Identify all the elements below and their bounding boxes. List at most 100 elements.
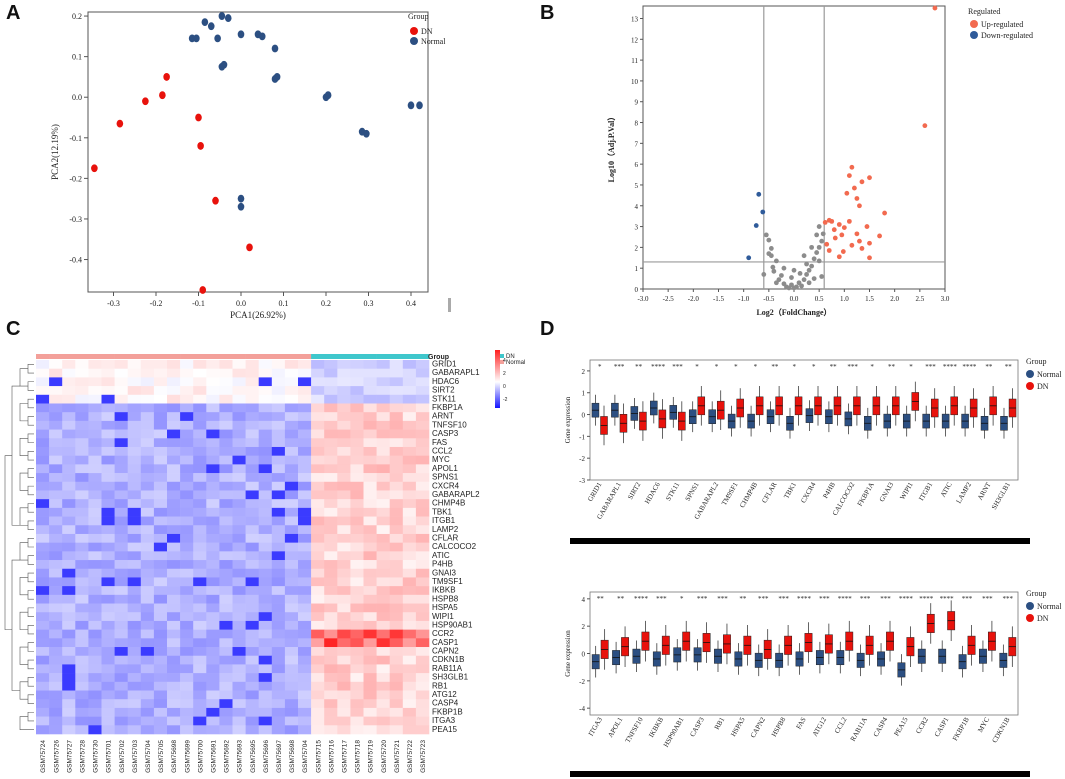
heatmap-cell (311, 360, 325, 369)
heatmap-cell (140, 455, 155, 465)
heatmap-gene-label: SPNS1 (432, 473, 459, 482)
volcano-point-ns (816, 258, 822, 264)
heatmap-cell (389, 368, 404, 378)
heatmap-cell (62, 620, 76, 630)
heatmap-cell (389, 542, 404, 552)
heatmap-cell (193, 490, 207, 500)
heatmap-cell (258, 438, 273, 448)
heatmap-cell (311, 612, 325, 622)
panel-label-a: A (6, 2, 21, 24)
heatmap-cell (193, 603, 207, 613)
volcano-xtick-label: 3.0 (941, 295, 950, 303)
heatmap-cell (402, 429, 417, 439)
heatmap-cell (337, 446, 351, 456)
heatmap-cell (114, 360, 128, 369)
heatmap-cell (311, 438, 325, 448)
heatmap-cell (298, 673, 312, 683)
heatmap-cell (415, 716, 430, 726)
volcano-ytick-label: 5 (635, 182, 639, 190)
box-significance: *** (860, 595, 871, 603)
box-significance: * (680, 595, 684, 603)
heatmap-cell (193, 525, 207, 535)
heatmap-cell (127, 542, 142, 552)
heatmap-cell (376, 438, 390, 448)
heatmap-gene-label: CXCR4 (432, 481, 460, 490)
heatmap-cell (167, 464, 181, 474)
heatmap-cell (284, 568, 299, 578)
heatmap-gene-label: CCR2 (432, 629, 454, 638)
heatmap-cell (284, 446, 299, 456)
heatmap-cell (36, 725, 50, 735)
heatmap-cell (284, 412, 299, 422)
heatmap-cell (180, 699, 194, 709)
heatmap-cell (324, 690, 338, 700)
pca-ytick-label: -0.4 (69, 256, 82, 265)
heatmap-cell (402, 707, 417, 717)
heatmap-cell (127, 525, 142, 535)
heatmap-legend-label-dn: DN (506, 354, 515, 360)
volcano-point-up (882, 210, 887, 216)
heatmap-cell (258, 647, 273, 657)
heatmap-cell (180, 360, 194, 369)
heatmap-cell (62, 560, 76, 570)
heatmap-cell (376, 542, 390, 552)
heatmap-cell (88, 638, 102, 648)
heatmap-cell (337, 603, 351, 613)
box-ylabel: Gene expression (564, 630, 572, 677)
heatmap-cell (324, 673, 338, 683)
heatmap-cell (245, 386, 259, 396)
heatmap-cell (376, 716, 390, 726)
heatmap-cell (127, 481, 142, 491)
heatmap-cell (245, 473, 259, 483)
heatmap-cell (298, 568, 312, 578)
heatmap-cell (324, 473, 338, 483)
heatmap-cell (402, 542, 417, 552)
pca-point-dn (142, 97, 149, 106)
heatmap-cell (284, 473, 299, 483)
heatmap-cell (337, 377, 351, 387)
heatmap-cell (258, 507, 273, 517)
heatmap-group-bar-cell (363, 354, 377, 359)
heatmap-cell (219, 525, 233, 535)
heatmap-cell (36, 473, 50, 483)
heatmap-cell (88, 386, 102, 396)
heatmap-cell (232, 707, 246, 717)
heatmap-cell (114, 525, 128, 535)
heatmap-cell (232, 507, 246, 517)
heatmap-cell (219, 420, 233, 430)
heatmap-cell (114, 664, 128, 674)
heatmap-cell (101, 638, 115, 648)
heatmap-cell (127, 560, 142, 570)
pca-point-normal (207, 22, 215, 31)
heatmap-cell (167, 568, 181, 578)
box-gene-label: STK11 (664, 481, 681, 503)
heatmap-sample-label: GSM75704 (302, 740, 309, 773)
heatmap-cell (167, 577, 181, 587)
heatmap-cell (245, 629, 259, 639)
heatmap-sample-label: GSM75724 (40, 740, 47, 773)
heatmap-cell (363, 568, 377, 578)
heatmap-cell (167, 368, 181, 378)
heatmap-cell (62, 551, 76, 561)
heatmap-group-bar-cell (415, 354, 430, 359)
pca-point-normal (271, 44, 279, 53)
pca-point-normal (407, 101, 415, 110)
heatmap-cell (219, 377, 233, 387)
heatmap-cell (62, 473, 76, 483)
heatmap-cell (337, 620, 351, 630)
heatmap-cell (180, 429, 194, 439)
box-gene-label: GRID1 (586, 481, 603, 503)
heatmap-cell (75, 577, 89, 587)
box-significance: **** (838, 595, 853, 603)
heatmap-cell (311, 725, 325, 735)
pca-point-normal (258, 32, 266, 41)
box-significance: * (870, 363, 874, 371)
heatmap-cell (36, 394, 50, 404)
heatmap-cell (258, 360, 273, 369)
heatmap-cell (101, 603, 115, 613)
heatmap-cell (376, 673, 390, 683)
heatmap-cell (258, 716, 273, 726)
volcano-point-ns (816, 244, 822, 250)
heatmap-cell (298, 725, 312, 735)
